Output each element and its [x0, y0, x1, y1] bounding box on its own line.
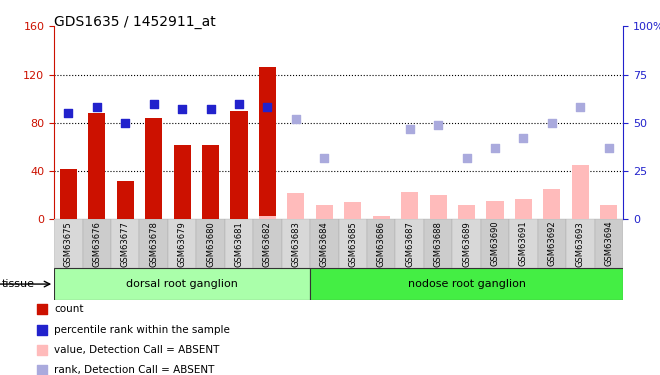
Bar — [117, 181, 134, 219]
Point — [490, 145, 500, 151]
Text: tissue: tissue — [1, 279, 34, 289]
Bar — [287, 193, 304, 219]
Text: GSM63690: GSM63690 — [490, 221, 500, 267]
Bar — [145, 118, 162, 219]
Text: GSM63680: GSM63680 — [206, 221, 215, 267]
Bar — [401, 192, 418, 219]
Bar — [88, 113, 106, 219]
Bar — [259, 216, 276, 219]
Bar — [458, 205, 475, 219]
Text: GSM63687: GSM63687 — [405, 221, 414, 267]
Bar — [225, 219, 253, 268]
Bar — [566, 219, 595, 268]
Bar — [168, 219, 197, 268]
Bar — [60, 169, 77, 219]
Point — [405, 126, 415, 132]
Point — [92, 104, 102, 110]
Text: rank, Detection Call = ABSENT: rank, Detection Call = ABSENT — [54, 365, 214, 375]
Bar — [572, 165, 589, 219]
Bar — [395, 219, 424, 268]
Bar — [259, 67, 276, 219]
Text: count: count — [54, 304, 84, 314]
Bar — [430, 195, 447, 219]
Bar — [373, 216, 390, 219]
Text: GSM63694: GSM63694 — [605, 221, 613, 267]
Bar — [310, 219, 339, 268]
Bar — [424, 219, 452, 268]
Bar — [486, 201, 504, 219]
Text: GSM63675: GSM63675 — [64, 221, 73, 267]
Point — [319, 154, 329, 160]
Point — [603, 145, 614, 151]
Point — [234, 100, 244, 106]
Text: GSM63681: GSM63681 — [234, 221, 244, 267]
Bar — [54, 219, 82, 268]
Point — [148, 100, 159, 106]
Bar — [510, 219, 538, 268]
Bar — [543, 189, 560, 219]
Bar — [538, 219, 566, 268]
Bar — [202, 144, 219, 219]
Text: GSM63682: GSM63682 — [263, 221, 272, 267]
Point — [518, 135, 529, 141]
Text: GSM63677: GSM63677 — [121, 221, 130, 267]
Bar — [54, 268, 310, 300]
Bar — [515, 199, 532, 219]
Point — [63, 110, 74, 116]
Bar — [367, 219, 395, 268]
Bar — [174, 144, 191, 219]
Point — [575, 104, 585, 110]
Bar — [253, 219, 282, 268]
Text: dorsal root ganglion: dorsal root ganglion — [126, 279, 238, 289]
Bar — [339, 219, 367, 268]
Bar — [345, 202, 361, 219]
Bar — [480, 219, 510, 268]
Point — [177, 106, 187, 112]
Bar — [601, 205, 617, 219]
Text: percentile rank within the sample: percentile rank within the sample — [54, 325, 230, 335]
Point — [546, 120, 557, 126]
Text: GDS1635 / 1452911_at: GDS1635 / 1452911_at — [54, 15, 216, 29]
Bar — [316, 205, 333, 219]
Bar — [282, 219, 310, 268]
Bar — [595, 219, 623, 268]
Point — [120, 120, 131, 126]
Text: GSM63689: GSM63689 — [462, 221, 471, 267]
Text: GSM63684: GSM63684 — [320, 221, 329, 267]
Bar — [310, 268, 623, 300]
Point — [433, 122, 444, 128]
Point — [205, 106, 216, 112]
Bar — [111, 219, 139, 268]
Text: GSM63692: GSM63692 — [547, 221, 556, 267]
Bar — [82, 219, 111, 268]
Text: GSM63678: GSM63678 — [149, 221, 158, 267]
Text: GSM63693: GSM63693 — [576, 221, 585, 267]
Text: value, Detection Call = ABSENT: value, Detection Call = ABSENT — [54, 345, 220, 355]
Bar — [197, 219, 225, 268]
Point — [262, 104, 273, 110]
Text: GSM63679: GSM63679 — [178, 221, 187, 267]
Bar — [230, 111, 248, 219]
Text: GSM63688: GSM63688 — [434, 221, 443, 267]
Point — [461, 154, 472, 160]
Point — [290, 116, 301, 122]
Text: GSM63676: GSM63676 — [92, 221, 101, 267]
Text: GSM63685: GSM63685 — [348, 221, 357, 267]
Text: GSM63691: GSM63691 — [519, 221, 528, 267]
Bar — [139, 219, 168, 268]
Text: GSM63686: GSM63686 — [377, 221, 385, 267]
Text: nodose root ganglion: nodose root ganglion — [408, 279, 525, 289]
Text: GSM63683: GSM63683 — [292, 221, 300, 267]
Bar — [452, 219, 480, 268]
